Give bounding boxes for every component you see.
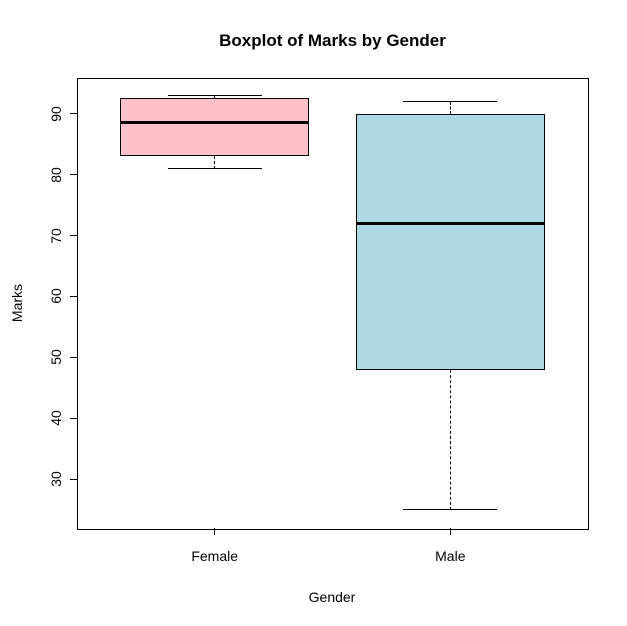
upper-whisker-cap-male xyxy=(403,100,498,103)
iqr-box-male xyxy=(356,113,545,370)
upper-whisker-cap-female xyxy=(167,94,262,97)
x-axis-title: Gender xyxy=(308,589,356,605)
upper-whisker-line-male xyxy=(449,101,451,114)
x-tick-mark xyxy=(213,528,216,535)
iqr-box-female xyxy=(120,98,309,157)
y-tick-label: 90 xyxy=(48,105,64,122)
y-tick-label: 70 xyxy=(48,227,64,244)
y-tick-label: 60 xyxy=(48,288,64,305)
y-tick-mark xyxy=(69,356,77,359)
upper-whisker-line-female xyxy=(213,95,215,99)
y-tick-label: 80 xyxy=(48,166,64,183)
y-tick-mark xyxy=(69,295,77,298)
lower-whisker-line-male xyxy=(449,369,451,510)
y-tick-mark xyxy=(69,417,77,420)
x-tick-mark xyxy=(449,528,452,535)
y-tick-mark xyxy=(69,112,77,115)
median-line-female xyxy=(120,121,309,125)
lower-whisker-line-female xyxy=(213,156,215,169)
median-line-male xyxy=(356,221,545,225)
chart-title: Boxplot of Marks by Gender xyxy=(219,31,446,50)
y-tick-mark xyxy=(69,234,77,237)
lower-whisker-cap-male xyxy=(403,508,498,511)
y-tick-label: 40 xyxy=(48,410,64,427)
lower-whisker-cap-female xyxy=(167,167,262,170)
y-tick-label: 50 xyxy=(48,349,64,366)
y-tick-label: 30 xyxy=(48,471,64,488)
y-tick-mark xyxy=(69,478,77,480)
x-category-label-male: Male xyxy=(435,548,466,564)
x-category-label-female: Female xyxy=(191,548,239,564)
y-tick-mark xyxy=(69,173,77,176)
y-axis-title: Marks xyxy=(9,283,25,323)
